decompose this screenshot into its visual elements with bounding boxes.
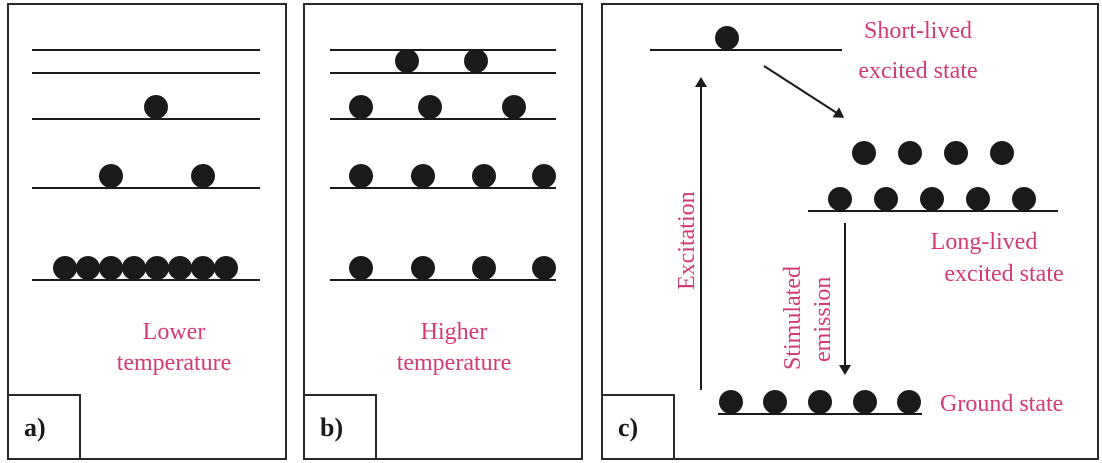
panel-a-caption-line2: temperature — [117, 350, 232, 376]
particle — [349, 164, 373, 188]
panel-c-tag-box — [601, 394, 675, 460]
particle — [145, 256, 169, 280]
panel-c-frame — [601, 3, 1099, 460]
particle — [532, 256, 556, 280]
particle — [502, 95, 526, 119]
panel-a-tag: a) — [24, 413, 46, 442]
particle — [349, 95, 373, 119]
panel-b-frame — [303, 3, 583, 460]
particle — [99, 164, 123, 188]
particle — [191, 164, 215, 188]
panel-b-tag-box — [303, 394, 377, 460]
particle — [532, 164, 556, 188]
stimulated-label-line1: Stimulated — [780, 266, 806, 370]
particle — [418, 95, 442, 119]
particle — [990, 141, 1014, 165]
particle — [1012, 187, 1036, 211]
particle — [411, 164, 435, 188]
particle — [349, 256, 373, 280]
particle — [191, 256, 215, 280]
panel-b: Higher temperature — [330, 49, 556, 376]
panel-a-tag-box — [7, 394, 81, 460]
particle — [944, 141, 968, 165]
particle — [874, 187, 898, 211]
particle — [53, 256, 77, 280]
particle — [168, 256, 192, 280]
panel-b-caption-line2: temperature — [397, 350, 512, 376]
particle — [920, 187, 944, 211]
short-lived-label-line1: Short-lived — [864, 18, 972, 44]
particle — [719, 390, 743, 414]
short-lived-label-line2: excited state — [858, 58, 977, 84]
particle — [395, 49, 419, 73]
panel-b-tag: b) — [320, 413, 343, 442]
panel-a-caption-line1: Lower — [143, 319, 206, 345]
panel-c-tag: c) — [618, 413, 638, 442]
particle — [898, 141, 922, 165]
decay-arrow — [763, 65, 845, 118]
particle — [464, 49, 488, 73]
particle — [853, 390, 877, 414]
particle — [76, 256, 100, 280]
panel-a: Lower temperature — [32, 49, 260, 376]
ground-state-label: Ground state — [940, 391, 1063, 417]
particle — [122, 256, 146, 280]
panel-b-caption-line1: Higher — [421, 319, 488, 345]
particle — [966, 187, 990, 211]
stimulated-label-line2: emission — [810, 277, 836, 362]
particle — [99, 256, 123, 280]
particle — [763, 390, 787, 414]
particle — [214, 256, 238, 280]
particle — [897, 390, 921, 414]
panel-a-frame — [7, 3, 287, 460]
long-lived-label-line1: Long-lived — [931, 229, 1038, 255]
particle — [852, 141, 876, 165]
particle — [715, 26, 739, 50]
panel-c: Short-lived excited state Long-lived exc… — [650, 18, 1064, 417]
particle — [411, 256, 435, 280]
long-lived-label-line2: excited state — [944, 261, 1063, 287]
particle — [144, 95, 168, 119]
excitation-label: Excitation — [674, 191, 700, 290]
particle — [472, 256, 496, 280]
particle — [828, 187, 852, 211]
particle — [808, 390, 832, 414]
particle — [472, 164, 496, 188]
